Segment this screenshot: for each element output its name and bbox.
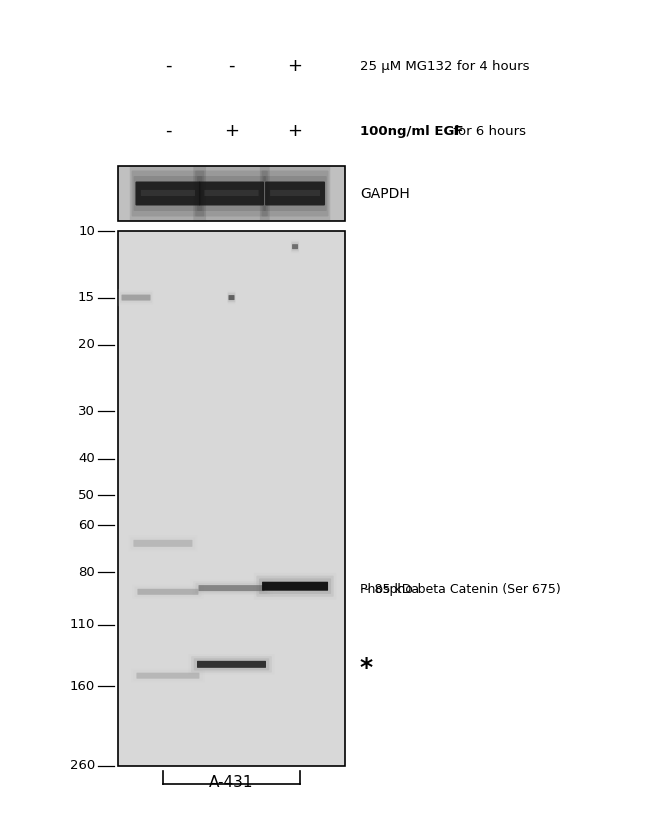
FancyBboxPatch shape (137, 589, 198, 594)
FancyBboxPatch shape (199, 181, 264, 205)
Text: 25 μM MG132 for 4 hours: 25 μM MG132 for 4 hours (360, 59, 530, 72)
FancyBboxPatch shape (194, 658, 269, 671)
Text: for 6 hours: for 6 hours (449, 125, 526, 137)
FancyBboxPatch shape (227, 293, 235, 302)
FancyBboxPatch shape (198, 585, 265, 591)
FancyBboxPatch shape (291, 242, 299, 251)
FancyBboxPatch shape (196, 583, 268, 594)
FancyBboxPatch shape (188, 654, 275, 675)
Text: *: * (360, 656, 373, 680)
Text: 100ng/ml EGF: 100ng/ml EGF (360, 125, 463, 137)
FancyBboxPatch shape (270, 190, 320, 196)
Text: 10: 10 (78, 224, 95, 237)
FancyBboxPatch shape (193, 165, 270, 222)
FancyBboxPatch shape (262, 582, 328, 591)
FancyBboxPatch shape (122, 295, 151, 300)
Text: 50: 50 (78, 488, 95, 502)
FancyBboxPatch shape (119, 291, 153, 305)
FancyBboxPatch shape (291, 240, 299, 254)
Text: 160: 160 (70, 680, 95, 693)
FancyBboxPatch shape (141, 190, 195, 196)
FancyBboxPatch shape (135, 586, 202, 597)
Bar (118, 231, 345, 766)
Text: 80: 80 (78, 566, 95, 579)
FancyBboxPatch shape (254, 573, 336, 599)
FancyBboxPatch shape (130, 165, 206, 222)
FancyBboxPatch shape (193, 581, 270, 595)
FancyBboxPatch shape (197, 176, 266, 211)
Text: 60: 60 (78, 519, 95, 532)
FancyBboxPatch shape (129, 667, 207, 685)
FancyBboxPatch shape (227, 291, 235, 304)
Text: 30: 30 (78, 405, 95, 418)
FancyBboxPatch shape (263, 176, 327, 211)
Text: 15: 15 (78, 291, 95, 304)
Text: 260: 260 (70, 759, 95, 773)
FancyBboxPatch shape (259, 579, 331, 594)
FancyBboxPatch shape (204, 190, 259, 196)
Text: ~ 85 kDa: ~ 85 kDa (360, 583, 419, 596)
Text: -: - (228, 57, 235, 75)
FancyBboxPatch shape (260, 165, 330, 222)
Text: GAPDH: GAPDH (360, 186, 410, 200)
FancyBboxPatch shape (136, 672, 200, 679)
FancyBboxPatch shape (291, 241, 299, 252)
FancyBboxPatch shape (131, 537, 195, 549)
Text: +: + (287, 122, 302, 140)
Text: Phospho-beta Catenin (Ser 675): Phospho-beta Catenin (Ser 675) (360, 583, 561, 596)
Text: 110: 110 (70, 618, 95, 631)
Text: A-431: A-431 (209, 775, 254, 790)
FancyBboxPatch shape (130, 583, 206, 600)
FancyBboxPatch shape (227, 291, 235, 305)
FancyBboxPatch shape (190, 580, 273, 597)
FancyBboxPatch shape (265, 181, 325, 205)
Text: -: - (164, 122, 171, 140)
Bar (118, 166, 345, 221)
FancyBboxPatch shape (229, 295, 235, 300)
Text: 20: 20 (78, 338, 95, 351)
Text: 40: 40 (78, 452, 95, 466)
FancyBboxPatch shape (128, 535, 198, 552)
FancyBboxPatch shape (132, 171, 204, 217)
FancyBboxPatch shape (126, 533, 200, 553)
Text: +: + (287, 57, 302, 75)
FancyBboxPatch shape (133, 176, 202, 211)
FancyBboxPatch shape (118, 289, 154, 306)
FancyBboxPatch shape (261, 171, 328, 217)
FancyBboxPatch shape (256, 576, 333, 597)
FancyBboxPatch shape (135, 181, 200, 205)
FancyBboxPatch shape (131, 668, 205, 683)
FancyBboxPatch shape (133, 540, 192, 547)
FancyBboxPatch shape (197, 661, 266, 667)
FancyBboxPatch shape (120, 292, 152, 303)
FancyBboxPatch shape (292, 244, 298, 249)
FancyBboxPatch shape (195, 171, 268, 217)
FancyBboxPatch shape (132, 585, 203, 599)
FancyBboxPatch shape (133, 671, 202, 681)
Text: -: - (164, 57, 171, 75)
FancyBboxPatch shape (191, 656, 272, 672)
Text: +: + (224, 122, 239, 140)
